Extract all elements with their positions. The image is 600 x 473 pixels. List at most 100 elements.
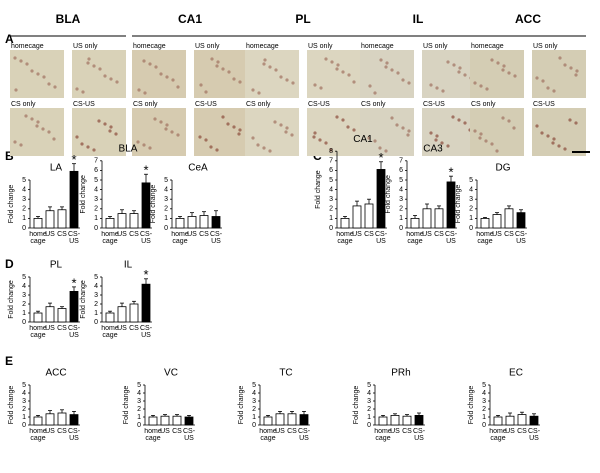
cell-stain <box>379 58 383 62</box>
condition-label: CS only <box>471 101 496 108</box>
y-tick-label: 0 <box>469 225 473 232</box>
panel-letter: B <box>5 149 14 163</box>
y-tick-label: 3 <box>469 196 473 203</box>
cell-stain <box>170 130 174 134</box>
bar <box>57 412 67 426</box>
cell-stain <box>507 119 511 123</box>
cell-stain <box>36 72 40 76</box>
x-tick-label: home cage <box>374 428 392 442</box>
cell-stain <box>159 120 163 124</box>
chart-title: ACC <box>45 368 66 379</box>
bar <box>69 414 79 426</box>
cell-stain <box>313 83 317 87</box>
bar <box>352 205 362 229</box>
x-tick-label: CS <box>172 428 182 435</box>
cell-stain <box>318 138 322 142</box>
micrograph <box>194 50 248 98</box>
x-tick-label: home cage <box>144 428 162 442</box>
region-title: ACC <box>515 12 541 26</box>
x-tick-text: CS-US <box>67 325 81 339</box>
cell-stain <box>165 75 169 79</box>
cell-stain <box>19 143 23 147</box>
y-tick-label: 2 <box>399 206 403 213</box>
cell-stain <box>367 136 371 140</box>
cell-stain <box>273 120 277 124</box>
cell-stain <box>268 65 272 69</box>
cell-stain <box>210 57 214 61</box>
cell-stain <box>215 148 219 152</box>
cell-stain <box>19 59 23 63</box>
y-tick-label: 0 <box>94 319 98 326</box>
y-tick-label: 1 <box>137 414 141 421</box>
cell-stain <box>256 143 260 147</box>
cell-stain <box>535 124 539 128</box>
cell-stain <box>502 64 506 68</box>
x-tick-label: US <box>45 231 55 238</box>
cell-stain <box>30 69 34 73</box>
micrograph <box>72 50 126 98</box>
cell-stain <box>495 149 499 153</box>
x-tick-label: CS <box>129 325 139 332</box>
micrograph <box>307 50 361 98</box>
cell-stain <box>52 137 56 141</box>
x-tick-text: CS <box>364 231 374 238</box>
x-tick-label: CS-US <box>298 428 310 442</box>
cell-stain <box>336 63 340 67</box>
condition-label: US only <box>73 43 98 50</box>
x-tick-text: home cage <box>29 428 47 442</box>
y-axis-label: Fold change <box>150 185 157 224</box>
cell-stain <box>103 74 107 78</box>
y-tick-label: 5 <box>22 177 26 184</box>
cell-stain <box>262 146 266 150</box>
x-tick-label: US <box>45 428 55 435</box>
x-tick-label: home cage <box>336 231 354 245</box>
cell-stain <box>115 80 119 84</box>
x-tick-text: home cage <box>374 428 392 442</box>
cell-stain <box>335 115 339 119</box>
bar <box>504 208 514 229</box>
cell-stain <box>407 129 411 133</box>
cell-stain <box>557 144 561 148</box>
y-tick-label: 3 <box>329 196 333 203</box>
cell-stain <box>108 129 112 133</box>
cell-stain <box>434 138 438 142</box>
panel-letter: D <box>5 257 14 271</box>
cell-stain <box>238 80 242 84</box>
cell-stain <box>440 141 444 145</box>
chart-title: PL <box>50 260 63 271</box>
condition-label: homecage <box>133 43 166 50</box>
x-tick-label: home cage <box>171 231 189 245</box>
x-tick-label: US <box>422 231 432 238</box>
x-tick-text: home cage <box>489 428 507 442</box>
x-tick-label: US <box>352 231 362 238</box>
cell-stain <box>199 83 203 87</box>
x-tick-label: US <box>117 325 127 332</box>
x-tick-text: CS-US <box>527 428 541 442</box>
bar <box>529 415 539 426</box>
cell-stain <box>463 121 467 125</box>
x-tick-label: CS-US <box>183 428 195 442</box>
chart-title: PRh <box>391 368 410 379</box>
x-tick-text: US <box>422 231 432 238</box>
cell-stain <box>237 132 241 136</box>
x-tick-label: CS-US <box>68 428 80 442</box>
x-tick-text: CS <box>57 231 67 238</box>
y-tick-label: 5 <box>137 382 141 389</box>
x-tick-label: home cage <box>101 325 119 339</box>
y-axis-label: Fold change <box>455 185 462 224</box>
y-tick-label: 3 <box>252 398 256 405</box>
bar <box>117 306 127 323</box>
bar <box>129 303 139 323</box>
bar <box>105 217 115 229</box>
y-tick-label: 1 <box>164 215 168 222</box>
cell-stain <box>291 81 295 85</box>
y-tick-label: 1 <box>22 310 26 317</box>
micrograph <box>532 108 586 156</box>
cell-stain <box>30 117 34 121</box>
cell-stain <box>319 86 323 90</box>
significance-mark: * <box>143 267 148 282</box>
y-tick-label: 2 <box>137 406 141 413</box>
micrograph <box>470 50 524 98</box>
chart-title: DG <box>496 163 511 174</box>
panel-letter: C <box>313 149 322 163</box>
